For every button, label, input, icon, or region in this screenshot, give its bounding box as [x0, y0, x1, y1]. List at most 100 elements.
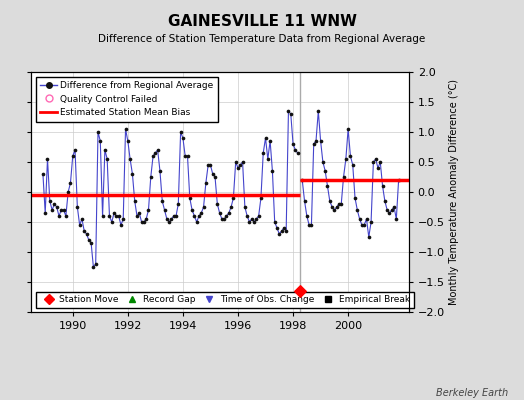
Point	[119, 216, 127, 222]
Point	[222, 213, 231, 219]
Y-axis label: Monthly Temperature Anomaly Difference (°C): Monthly Temperature Anomaly Difference (…	[449, 79, 459, 305]
Point	[388, 207, 396, 213]
Point	[346, 153, 355, 159]
Point	[300, 198, 309, 204]
Point	[114, 213, 123, 219]
Point	[144, 207, 152, 213]
Point	[151, 150, 159, 156]
Point	[71, 147, 79, 153]
Point	[225, 210, 233, 216]
Point	[117, 222, 125, 228]
Point	[236, 162, 245, 168]
Point	[227, 204, 235, 210]
Point	[353, 207, 362, 213]
Point	[160, 207, 169, 213]
Text: Berkeley Earth: Berkeley Earth	[436, 388, 508, 398]
Point	[344, 126, 352, 132]
Point	[280, 225, 288, 231]
Point	[165, 219, 173, 225]
Point	[82, 231, 91, 237]
Legend: Station Move, Record Gap, Time of Obs. Change, Empirical Break: Station Move, Record Gap, Time of Obs. C…	[36, 292, 413, 308]
Point	[179, 135, 187, 141]
Point	[57, 207, 66, 213]
Point	[149, 153, 157, 159]
Point	[316, 138, 325, 144]
Text: GAINESVILLE 11 WNW: GAINESVILLE 11 WNW	[168, 14, 356, 29]
Point	[247, 216, 256, 222]
Point	[75, 222, 84, 228]
Point	[55, 213, 63, 219]
Point	[177, 129, 185, 135]
Point	[126, 156, 134, 162]
Point	[241, 204, 249, 210]
Point	[293, 150, 302, 156]
Text: Difference of Station Temperature Data from Regional Average: Difference of Station Temperature Data f…	[99, 34, 425, 44]
Point	[78, 216, 86, 222]
Point	[328, 204, 336, 210]
Point	[330, 207, 339, 213]
Point	[87, 240, 95, 246]
Point	[206, 162, 215, 168]
Point	[96, 138, 104, 144]
Point	[128, 171, 137, 177]
Point	[64, 189, 72, 195]
Point	[395, 177, 403, 183]
Point	[105, 213, 114, 219]
Point	[369, 159, 378, 165]
Point	[220, 216, 228, 222]
Point	[238, 159, 247, 165]
Point	[255, 213, 263, 219]
Point	[140, 219, 148, 225]
Point	[372, 156, 380, 162]
Point	[335, 201, 343, 207]
Point	[282, 228, 290, 234]
Point	[112, 213, 121, 219]
Point	[291, 147, 300, 153]
Point	[94, 129, 102, 135]
Point	[197, 210, 205, 216]
Point	[135, 210, 144, 216]
Point	[181, 153, 189, 159]
Point	[287, 111, 295, 117]
Point	[319, 159, 327, 165]
Point	[310, 141, 318, 147]
Point	[348, 162, 357, 168]
Point	[229, 195, 237, 201]
Point	[174, 201, 182, 207]
Point	[268, 168, 277, 174]
Point	[133, 213, 141, 219]
Point	[378, 183, 387, 189]
Point	[130, 198, 139, 204]
Point	[323, 183, 332, 189]
Point	[383, 207, 391, 213]
Point	[188, 207, 196, 213]
Point	[103, 156, 112, 162]
Point	[321, 168, 330, 174]
Point	[261, 135, 270, 141]
Point	[266, 138, 274, 144]
Point	[289, 141, 297, 147]
Point	[80, 228, 89, 234]
Point	[232, 159, 240, 165]
Point	[215, 210, 224, 216]
Point	[50, 201, 59, 207]
Point	[142, 216, 150, 222]
Point	[275, 231, 283, 237]
Point	[190, 213, 199, 219]
Point	[376, 159, 385, 165]
Point	[209, 171, 217, 177]
Point	[355, 216, 364, 222]
Point	[243, 213, 252, 219]
Point	[185, 195, 194, 201]
Point	[137, 219, 146, 225]
Point	[183, 153, 192, 159]
Point	[340, 174, 348, 180]
Point	[46, 198, 54, 204]
Point	[154, 147, 162, 153]
Point	[211, 174, 219, 180]
Point	[264, 156, 272, 162]
Point	[312, 138, 320, 144]
Point	[156, 168, 164, 174]
Point	[107, 219, 116, 225]
Point	[245, 219, 254, 225]
